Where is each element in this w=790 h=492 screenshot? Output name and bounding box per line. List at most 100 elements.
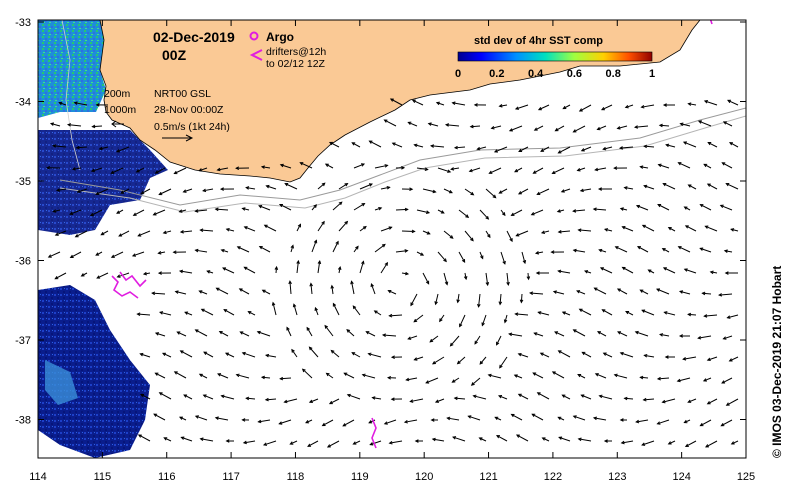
current-arrow: [416, 167, 429, 171]
current-arrow: [463, 272, 468, 281]
current-arrow: [621, 225, 634, 232]
current-arrow: [540, 146, 550, 152]
current-arrow: [541, 437, 550, 442]
current-arrow: [407, 121, 418, 127]
y-tick-label: -37: [15, 335, 31, 347]
current-arrow: [533, 125, 544, 131]
current-arrow: [724, 271, 739, 275]
current-arrow: [154, 332, 166, 337]
current-arrow: [479, 209, 490, 220]
current-arrow: [309, 282, 313, 295]
current-arrow: [159, 311, 172, 316]
current-arrow: [158, 392, 172, 400]
current-arrow: [317, 220, 325, 232]
current-arrow: [613, 166, 628, 170]
current-arrow: [578, 308, 592, 316]
colorbar-tick-label: 0.2: [489, 68, 504, 80]
current-arrow: [639, 375, 649, 380]
current-arrow: [657, 163, 670, 169]
current-arrow: [531, 413, 544, 421]
current-arrow: [395, 249, 409, 253]
current-arrow: [576, 167, 586, 172]
current-arrow: [719, 204, 733, 211]
current-arrow: [667, 227, 676, 232]
current-arrow: [598, 248, 607, 253]
x-tick-label: 117: [222, 471, 240, 483]
current-arrow: [532, 372, 544, 379]
x-tick-label: 121: [479, 471, 497, 483]
current-arrow: [220, 394, 235, 400]
sst-patch-middle: [38, 130, 168, 235]
current-arrow: [296, 223, 301, 232]
current-arrow: [180, 436, 193, 442]
current-arrow: [179, 230, 193, 234]
current-arrow: [683, 206, 691, 211]
current-arrow: [437, 167, 452, 173]
current-arrow: [80, 272, 88, 277]
current-arrow: [140, 393, 151, 400]
current-arrow: [162, 230, 172, 235]
current-arrow: [526, 272, 531, 281]
current-arrow: [540, 230, 550, 234]
colorbar-tick-label: 0.6: [567, 68, 582, 80]
current-arrow: [687, 102, 697, 106]
current-arrow: [616, 288, 628, 295]
current-arrow: [479, 251, 484, 260]
current-arrow: [437, 251, 447, 263]
current-arrow: [444, 123, 460, 127]
current-arrow: [721, 162, 733, 169]
current-arrow: [359, 260, 365, 274]
current-arrow: [90, 167, 103, 173]
current-arrow: [183, 394, 193, 400]
current-arrow: [596, 125, 607, 131]
current-arrow: [383, 419, 397, 425]
current-arrow: [332, 201, 343, 211]
current-arrow: [697, 335, 712, 340]
current-arrow: [370, 283, 376, 295]
current-arrow: [374, 243, 386, 253]
current-arrow: [554, 125, 565, 132]
current-arrow: [703, 100, 718, 106]
current-arrow: [706, 398, 718, 405]
current-arrow: [598, 394, 613, 400]
current-arrow: [705, 440, 718, 448]
current-arrow: [599, 267, 613, 274]
current-arrow: [262, 440, 277, 446]
current-arrow: [494, 416, 502, 421]
current-arrow: [434, 293, 439, 306]
current-arrow: [206, 270, 214, 274]
current-arrow: [386, 375, 397, 380]
current-arrow: [279, 376, 292, 381]
date-title: 02-Dec-2019: [153, 29, 235, 45]
current-arrow: [429, 144, 445, 148]
current-arrow: [485, 230, 491, 239]
current-arrow: [279, 163, 292, 169]
current-arrow: [49, 122, 61, 127]
current-arrow: [235, 373, 250, 379]
current-arrow: [498, 188, 508, 194]
current-arrow: [656, 288, 670, 295]
x-tick-label: 115: [94, 471, 112, 483]
current-arrow: [594, 167, 607, 172]
current-arrow: [407, 335, 418, 340]
current-arrow: [47, 251, 61, 258]
current-arrow: [437, 209, 445, 214]
current-arrow: [292, 303, 298, 316]
isobath-200-label: 200m: [104, 88, 131, 100]
current-arrow: [410, 293, 418, 307]
current-arrow: [619, 207, 628, 211]
current-arrow: [163, 437, 172, 442]
current-arrow: [194, 329, 208, 337]
y-tick-label: -35: [15, 176, 31, 188]
current-arrow: [727, 99, 739, 106]
current-arrow: [723, 249, 733, 253]
current-arrow: [178, 269, 193, 274]
current-arrow: [602, 146, 613, 151]
x-tick-label: 116: [158, 471, 176, 483]
current-arrow: [725, 398, 739, 406]
argo-label: Argo: [266, 30, 294, 44]
current-arrow: [326, 440, 340, 448]
current-arrow: [389, 98, 403, 106]
current-arrow: [352, 440, 361, 445]
current-arrow: [720, 419, 733, 427]
